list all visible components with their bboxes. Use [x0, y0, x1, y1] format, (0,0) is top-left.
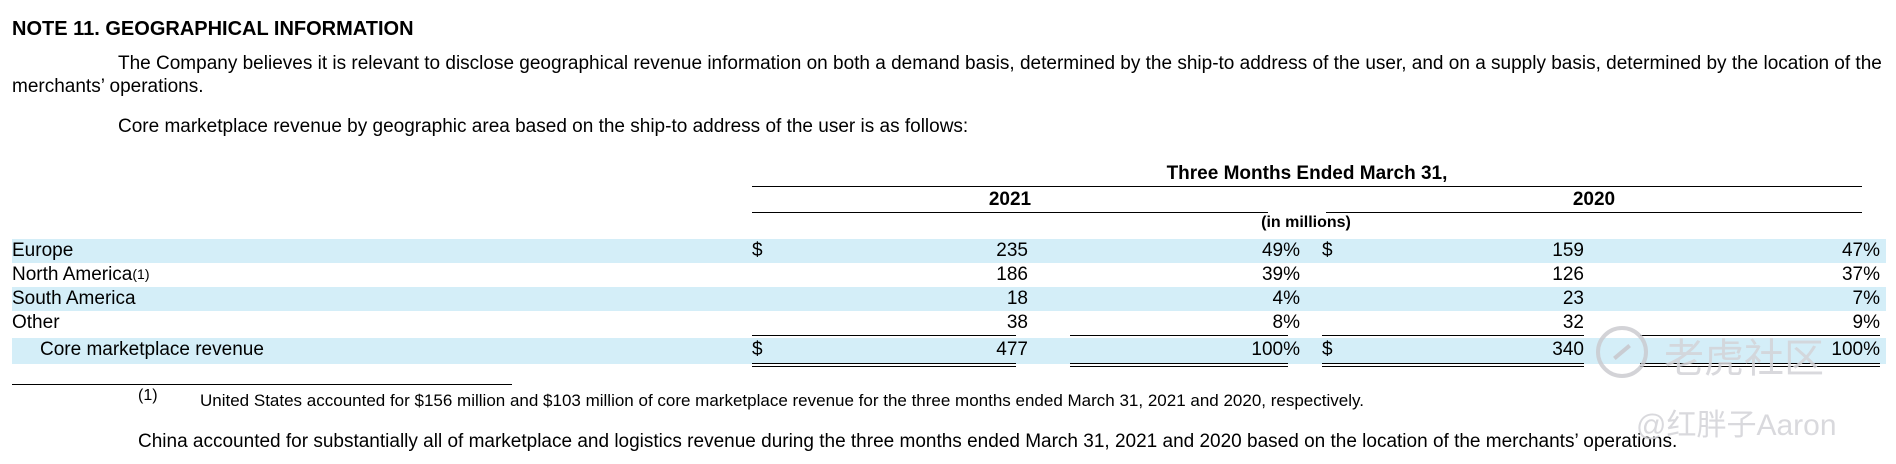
period-header: Three Months Ended March 31, [1166, 163, 1448, 184]
footnote-divider [12, 384, 512, 385]
row-label: North America(1) [12, 264, 150, 285]
currency-symbol: $ [752, 339, 763, 360]
percent-2020: 47% [1841, 240, 1880, 261]
subtotal-rule [1322, 335, 1584, 336]
table-row-north-america: North America(1) 186 39% 126 37% [12, 263, 1886, 287]
value-2020: 32 [1562, 312, 1584, 333]
watermark-site: 老虎社区 [1664, 337, 1824, 381]
percent-2020: 7% [1852, 288, 1880, 309]
value-2020: 23 [1562, 288, 1584, 309]
footnote-marker: (1) [138, 387, 158, 404]
year-2021-rule [752, 212, 1268, 213]
row-label: Other [12, 312, 60, 333]
total-2021: 477 [996, 339, 1028, 360]
disclosure-paragraph: The Company believes it is relevant to d… [12, 53, 1882, 97]
currency-symbol: $ [1322, 240, 1333, 261]
note-title: NOTE 11. GEOGRAPHICAL INFORMATION [12, 18, 414, 40]
table-intro: Core marketplace revenue by geographic a… [118, 116, 969, 137]
subtotal-rule [752, 335, 1016, 336]
table-row-europe: Europe $ 235 49% $ 159 47% [12, 239, 1886, 263]
total-percent-2020: 100% [1831, 339, 1880, 360]
value-2020: 159 [1552, 240, 1584, 261]
percent-2020: 37% [1841, 264, 1880, 285]
value-2021: 186 [996, 264, 1028, 285]
value-2021: 38 [1006, 312, 1028, 333]
value-2021: 18 [1006, 288, 1028, 309]
watermark-logo-icon [1596, 326, 1648, 378]
table-row-other: Other 38 8% 32 9% [12, 311, 1886, 335]
total-double-rule [1322, 363, 1584, 367]
total-double-rule [752, 363, 1016, 367]
total-2020: 340 [1552, 339, 1584, 360]
subtotal-rule [1640, 335, 1880, 336]
table-row-total: Core marketplace revenue $ 477 100% $ 34… [12, 338, 1886, 364]
subtotal-rule [1070, 335, 1288, 336]
row-label: South America [12, 288, 136, 309]
total-label: Core marketplace revenue [40, 339, 264, 360]
watermark-author: @红胖子Aaron [1636, 409, 1837, 442]
percent-2021: 4% [1272, 288, 1300, 309]
year-2021-header: 2021 [988, 189, 1032, 210]
units-label: (in millions) [1261, 214, 1351, 231]
total-percent-2021: 100% [1251, 339, 1300, 360]
header-rule [752, 186, 1862, 187]
china-revenue-note: China accounted for substantially all of… [138, 431, 1678, 452]
percent-2021: 49% [1261, 240, 1300, 261]
row-label: Europe [12, 240, 74, 261]
year-2020-header: 2020 [1572, 189, 1616, 210]
total-double-rule [1070, 363, 1288, 367]
currency-symbol: $ [1322, 339, 1333, 360]
value-2021: 235 [996, 240, 1028, 261]
year-2020-rule [1326, 212, 1862, 213]
currency-symbol: $ [752, 240, 763, 261]
footnote-text: United States accounted for $156 million… [200, 391, 1364, 410]
percent-2021: 8% [1272, 312, 1300, 333]
table-row-south-america: South America 18 4% 23 7% [12, 287, 1886, 311]
total-double-rule [1640, 363, 1880, 367]
value-2020: 126 [1552, 264, 1584, 285]
percent-2020: 9% [1852, 312, 1880, 333]
percent-2021: 39% [1261, 264, 1300, 285]
footnote-ref: (1) [132, 266, 150, 282]
